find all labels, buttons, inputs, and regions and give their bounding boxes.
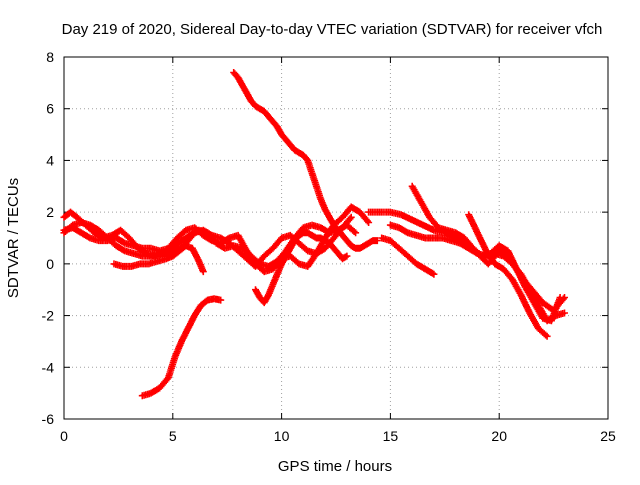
x-tick-labels: 0 5 10 15 20 25 <box>60 428 616 444</box>
series-markers <box>465 211 551 340</box>
y-tick-label: -6 <box>42 411 55 427</box>
series-track-c <box>60 213 355 270</box>
x-tick-label: 25 <box>600 428 616 444</box>
series-markers <box>138 295 225 400</box>
y-tick-label: 2 <box>46 204 54 220</box>
y-tick-labels: -6 -4 -2 0 2 4 6 8 <box>42 49 55 427</box>
series-markers <box>378 234 438 278</box>
series-track-d <box>110 242 207 276</box>
series-markers <box>60 213 355 270</box>
x-tick-label: 5 <box>169 428 177 444</box>
x-tick-label: 15 <box>383 428 399 444</box>
series-track-g <box>252 229 351 307</box>
series-track-j <box>378 234 438 278</box>
series-track-f <box>230 69 381 252</box>
y-axis-title: SDTVAR / TECUs <box>5 178 22 298</box>
x-tick-label: 20 <box>491 428 507 444</box>
series-markers <box>252 229 351 307</box>
y-tick-label: 8 <box>46 49 54 65</box>
y-tick-label: -4 <box>42 359 55 375</box>
axes <box>63 56 609 420</box>
series-track-l <box>465 211 551 340</box>
x-tick-label: 10 <box>274 428 290 444</box>
plot-frame <box>63 56 609 420</box>
x-tick-label: 0 <box>60 428 68 444</box>
y-tick-label: 6 <box>46 101 54 117</box>
series-markers <box>230 69 381 252</box>
x-axis-title: GPS time / hours <box>278 458 392 475</box>
plot-series <box>60 69 568 400</box>
series-track-e <box>138 295 225 400</box>
y-tick-label: 0 <box>46 256 54 272</box>
chart-title: Day 219 of 2020, Sidereal Day-to-day VTE… <box>62 21 603 38</box>
series-markers <box>110 242 207 276</box>
y-tick-label: 4 <box>46 152 54 168</box>
y-tick-label: -2 <box>42 308 55 324</box>
